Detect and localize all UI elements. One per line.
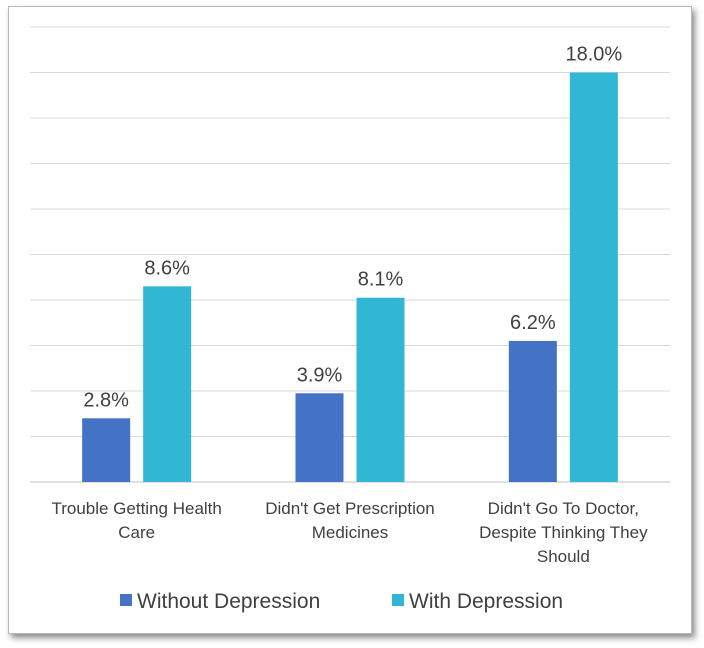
data-label: 6.2% xyxy=(510,312,556,334)
x-tick-label: Care xyxy=(118,523,155,542)
data-label: 18.0% xyxy=(565,44,622,66)
gridlines xyxy=(30,26,670,483)
data-label: 3.9% xyxy=(297,364,343,386)
legend-label: With Depression xyxy=(409,590,563,613)
legend: Without Depression With Depression xyxy=(120,590,563,613)
data-label: 8.6% xyxy=(144,257,190,279)
bar xyxy=(569,72,618,482)
x-tick-label: Didn't Go To Doctor, xyxy=(488,499,639,518)
x-tick-label: Didn't Get Prescription xyxy=(265,499,435,518)
bar xyxy=(356,297,405,482)
bar xyxy=(508,340,557,482)
legend-swatch xyxy=(120,594,132,606)
data-label: 8.1% xyxy=(358,269,404,291)
bars xyxy=(82,72,618,482)
x-tick-label: Medicines xyxy=(312,523,389,542)
bar xyxy=(143,286,192,482)
legend-label: Without Depression xyxy=(137,590,320,613)
bar xyxy=(295,393,344,482)
data-labels: 2.8% 8.6% 3.9% 8.1% 6.2% 18.0% xyxy=(83,44,622,412)
data-label: 2.8% xyxy=(83,389,129,411)
bar xyxy=(82,418,131,482)
x-tick-label: Despite Thinking They xyxy=(479,523,648,542)
legend-swatch xyxy=(392,594,404,606)
x-axis-labels: Trouble Getting Health Care Didn't Get Pre… xyxy=(51,499,648,566)
x-tick-label: Trouble Getting Health xyxy=(51,499,221,518)
x-tick-label: Should xyxy=(537,547,590,566)
